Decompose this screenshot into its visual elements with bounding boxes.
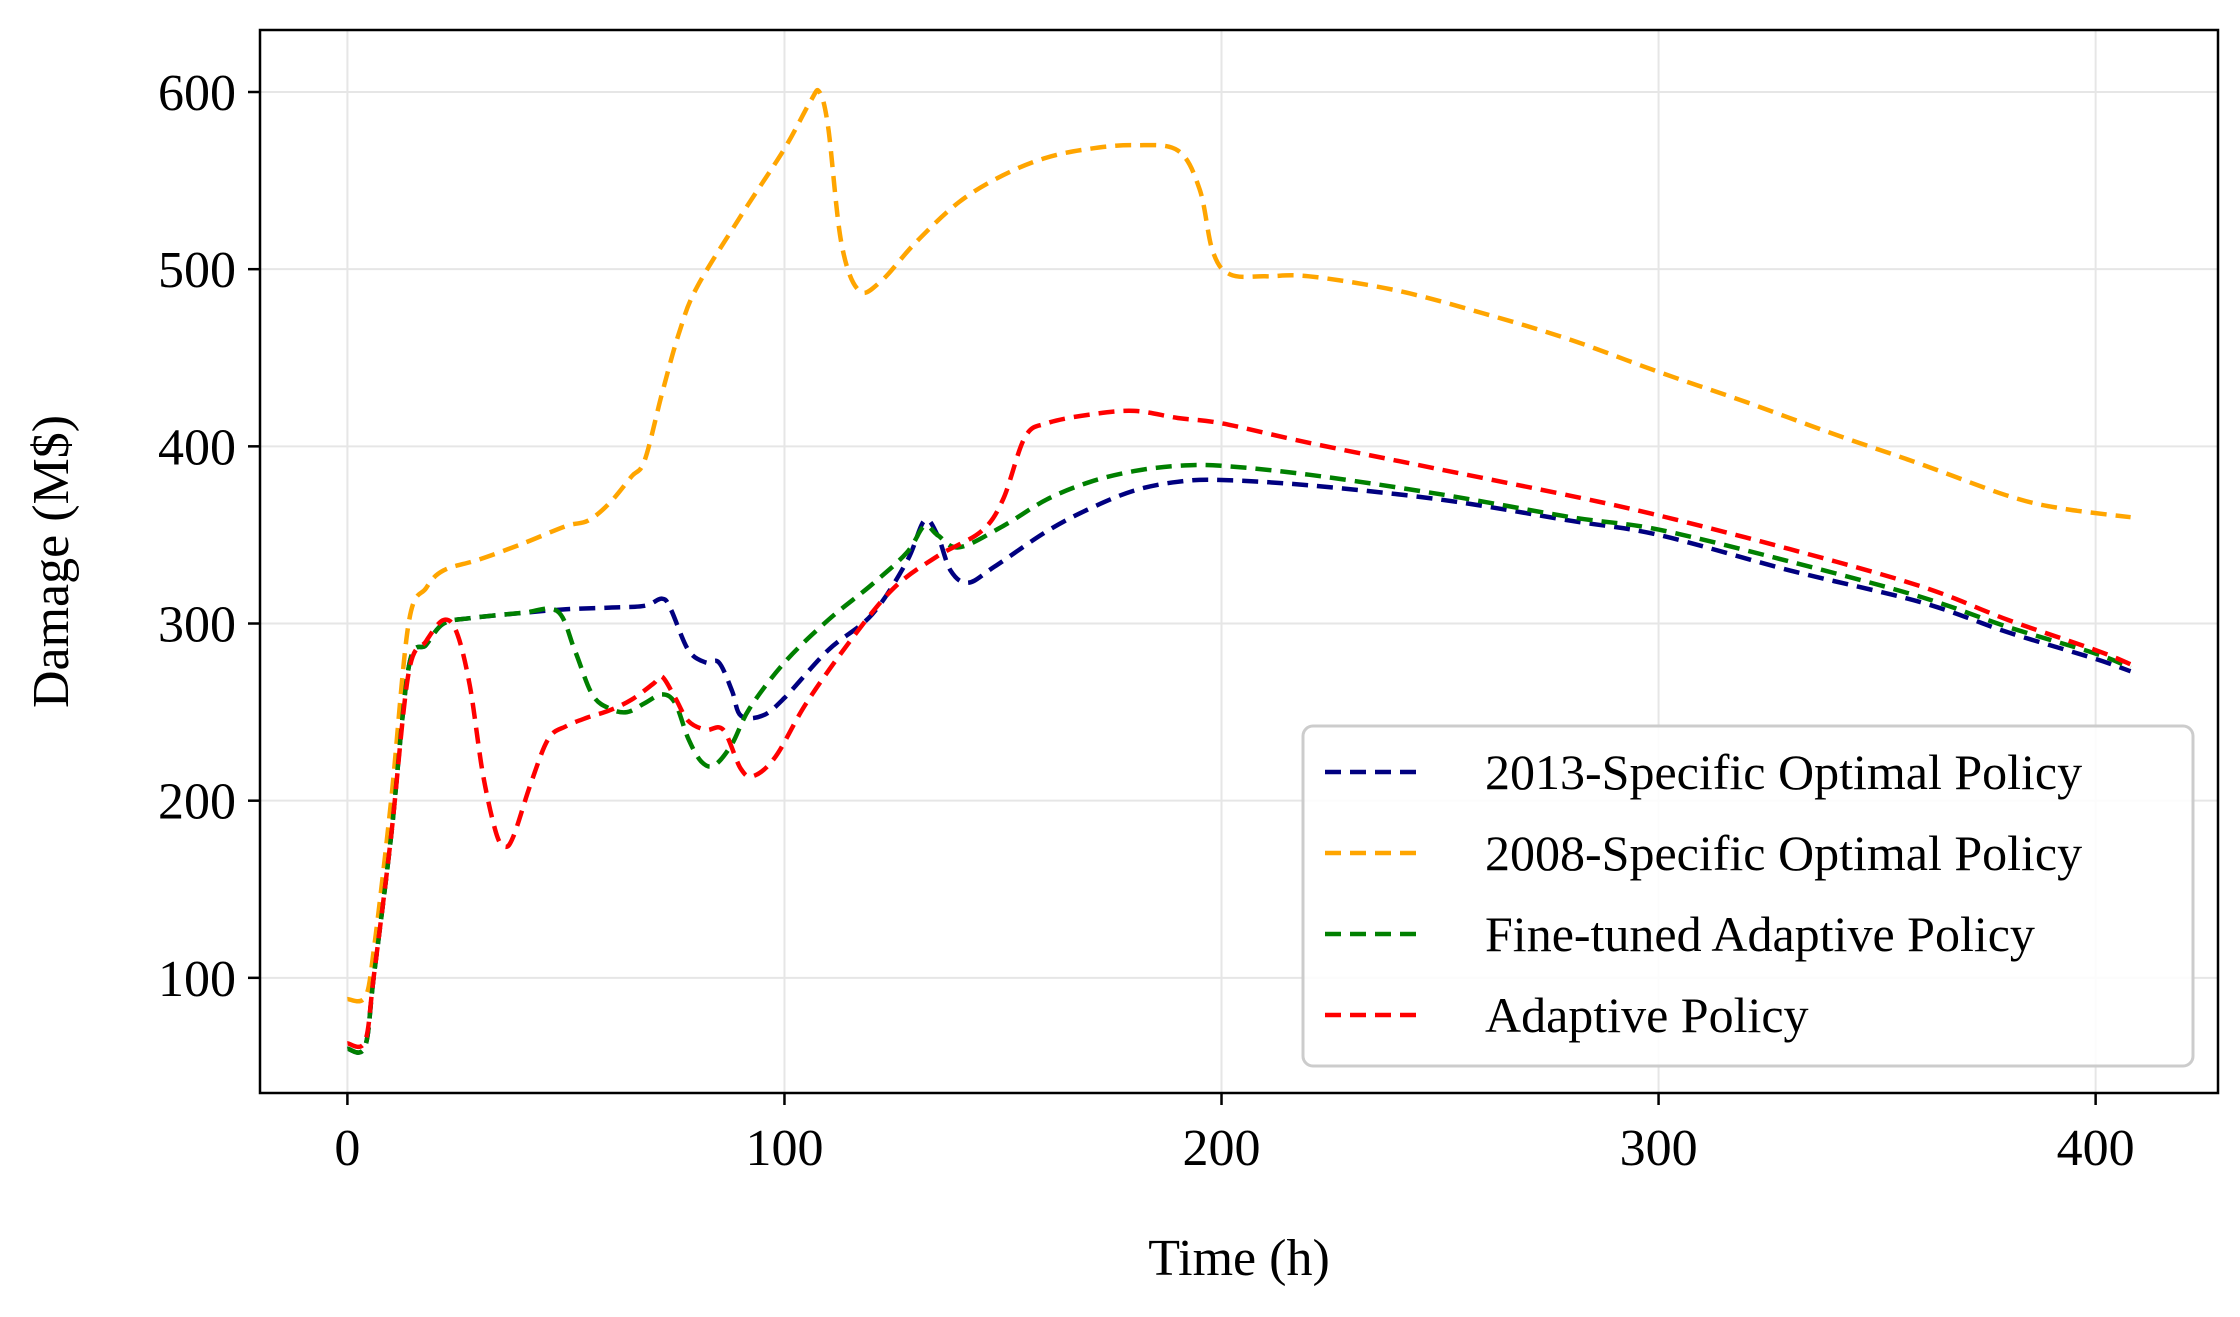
legend: 2013-Specific Optimal Policy 2008-Specifi…	[1301, 724, 2195, 1068]
y-tick-label: 100	[158, 951, 236, 1008]
y-axis-label: Damage (M$)	[23, 415, 80, 708]
legend-label: 2008-Specific Optimal Policy	[1485, 825, 2082, 881]
series-layer	[346, 87, 2132, 1055]
plot-frame	[258, 28, 2220, 1095]
x-axis-label: Time (h)	[1148, 1230, 1330, 1287]
legend-box	[1301, 724, 2195, 1068]
x-tick-label: 0	[334, 1120, 360, 1177]
x-tick-label: 400	[2057, 1120, 2135, 1177]
x-tick-label: 200	[1183, 1120, 1261, 1177]
legend-label: 2013-Specific Optimal Policy	[1485, 744, 2082, 800]
legend-label: Adaptive Policy	[1485, 987, 1809, 1043]
series-line-2013-specific-optimal-policy	[346, 477, 2132, 1055]
x-tick-label: 100	[745, 1120, 823, 1177]
y-tick-label: 500	[158, 242, 236, 299]
series-line-fine-tuned-adaptive-policy	[346, 462, 2132, 1055]
legend-label: Fine-tuned Adaptive Policy	[1485, 906, 2035, 962]
y-tick-label: 400	[158, 419, 236, 476]
axis-ticks: 0 100 200 300 400 100 200 300 400 500 600	[158, 65, 2135, 1177]
grid	[260, 30, 2218, 1093]
y-tick-label: 600	[158, 65, 236, 122]
series-line-2008-specific-optimal-policy	[347, 87, 2131, 1004]
y-tick-label: 300	[158, 597, 236, 654]
series-line-adaptive-policy	[346, 408, 2132, 1050]
y-tick-label: 200	[158, 774, 236, 831]
x-tick-label: 300	[1620, 1120, 1698, 1177]
